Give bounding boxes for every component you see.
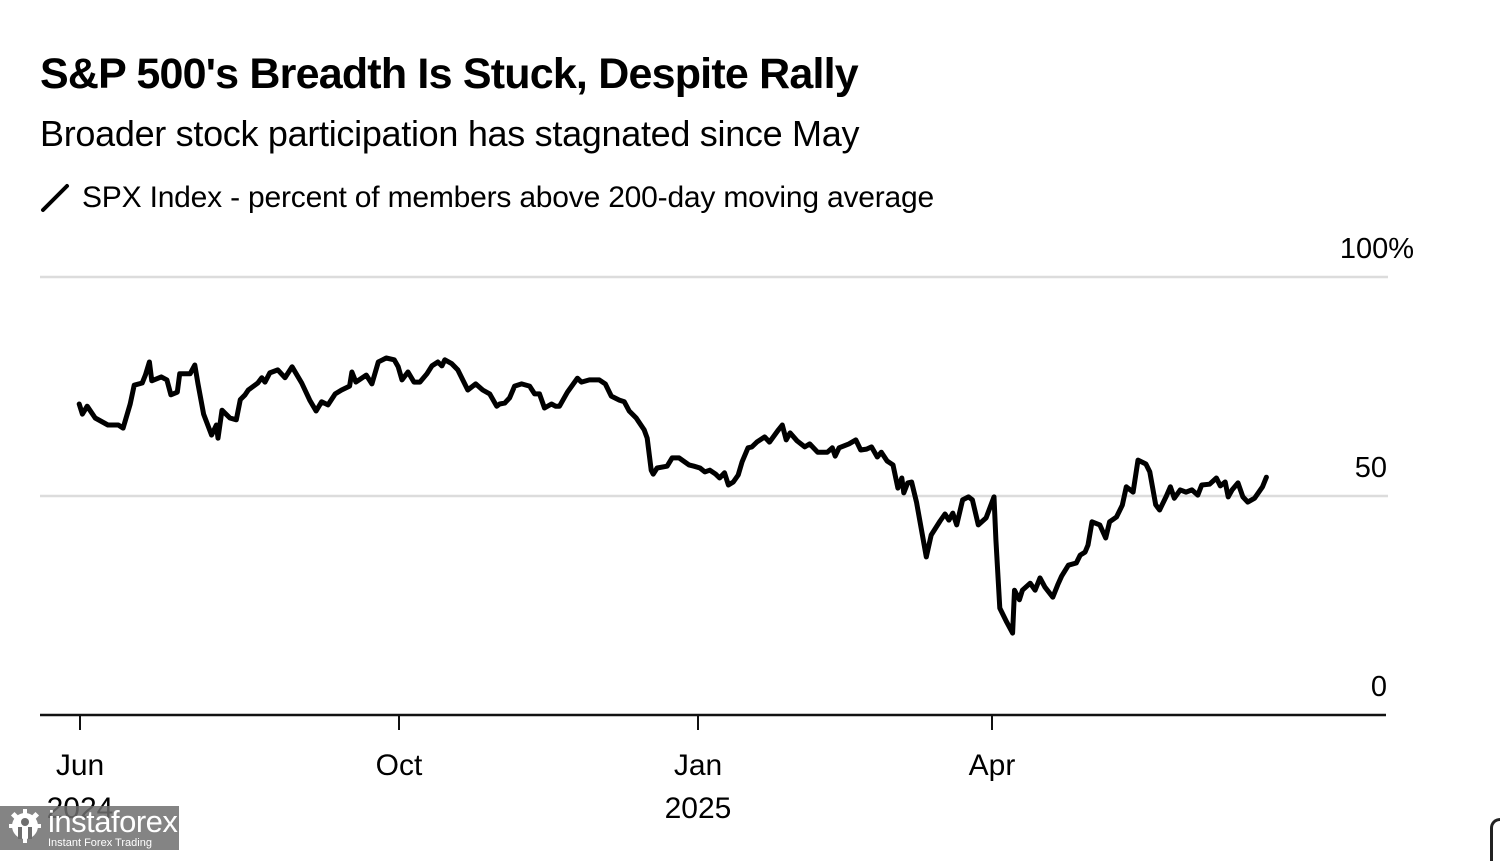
y-tick-label: 100%: [1340, 233, 1414, 265]
x-tick-year-label: 2025: [665, 792, 732, 825]
watermark-name: instaforex: [48, 804, 178, 839]
x-tick-label: Jun: [56, 749, 104, 782]
legend-label: SPX Index - percent of members above 200…: [82, 181, 935, 214]
x-tick-label: Jan: [674, 749, 722, 782]
chart-subtitle: Broader stock participation has stagnate…: [40, 113, 860, 154]
y-tick-label: 50: [1355, 452, 1387, 484]
x-tick-label: Apr: [969, 749, 1016, 782]
legend-line-icon: [41, 184, 69, 212]
watermark-tagline: Instant Forex Trading: [48, 837, 152, 849]
instaforex-logo-icon: [9, 809, 41, 843]
watermark: instaforex Instant Forex Trading: [0, 806, 179, 850]
legend: SPX Index - percent of members above 200…: [40, 178, 934, 218]
corner-decoration: [1490, 818, 1500, 861]
series-line: [76, 355, 1269, 636]
x-tick-label: Oct: [376, 749, 423, 782]
y-tick-label: 0: [1371, 671, 1387, 703]
chart-title: S&P 500's Breadth Is Stuck, Despite Rall…: [40, 50, 859, 98]
